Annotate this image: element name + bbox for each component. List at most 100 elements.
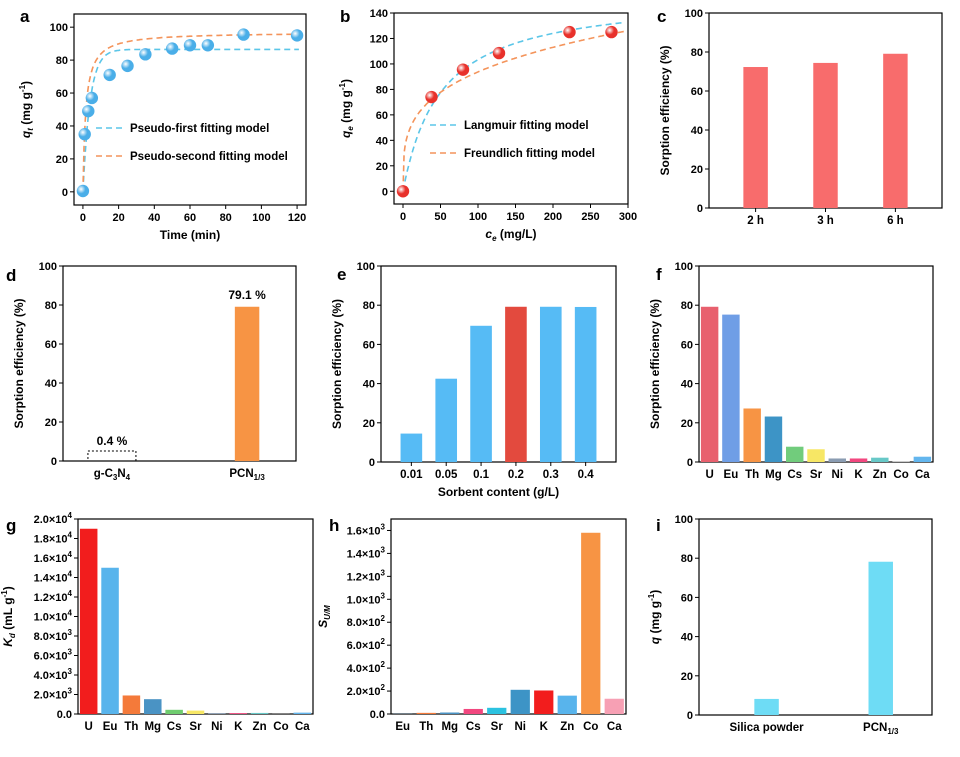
bar-7 (557, 695, 577, 714)
fit-curve-1 (402, 21, 626, 192)
x-category-label: 0.3 (543, 469, 559, 481)
y-tick-label: 60 (681, 592, 693, 604)
legend-label: Langmuir fitting model (464, 120, 589, 132)
y-tick-exponent: 4 (68, 511, 73, 520)
y-tick-label: 1.0×104 (34, 609, 73, 624)
panel-letter: a (20, 7, 30, 26)
category-text: PCN (863, 722, 887, 734)
y-tick-label: 40 (56, 121, 68, 133)
bar-2 (743, 408, 761, 462)
y-label-rest: (mg g (339, 90, 353, 126)
y-tick-mantissa: 1.6×10 (34, 553, 68, 565)
panel-letter: b (340, 7, 350, 26)
x-category-label: PCN1/3 (863, 722, 899, 736)
y-tick-exponent: 4 (68, 550, 73, 559)
bar-1 (101, 567, 119, 714)
bar-4 (487, 707, 507, 714)
x-category-label: Zn (253, 721, 267, 733)
y-tick-label: 40 (681, 379, 693, 391)
x-category-label: Ca (915, 469, 930, 481)
bar-4 (786, 446, 804, 462)
category-sub: 1/3 (887, 727, 899, 736)
x-label-rest: (mg/L) (497, 227, 537, 241)
category-text: Silica powder (729, 722, 804, 734)
x-tick-label: 200 (544, 211, 562, 223)
y-tick-label: 120 (370, 33, 388, 45)
category-text: PCN (229, 468, 253, 480)
x-axis-label: Time (min) (160, 228, 220, 242)
y-tick-label: 100 (39, 261, 57, 273)
y-tick-mantissa: 1.2×10 (34, 592, 68, 604)
x-tick-label: 40 (148, 212, 160, 224)
bar-8 (581, 532, 601, 714)
x-category-label: Sr (491, 721, 504, 733)
plot-frame (698, 518, 933, 716)
x-label-main: c (485, 227, 492, 241)
y-tick-exponent: 4 (68, 570, 73, 579)
y-tick-mantissa: 4.0×10 (34, 670, 68, 682)
y-tick-label: 20 (681, 418, 693, 430)
y-label-sup: -1 (18, 84, 27, 92)
y-tick-label: 6.0×102 (347, 637, 386, 652)
y-tick-label: 40 (376, 135, 388, 147)
panel-letter: i (656, 516, 661, 535)
x-category-label: 6 h (887, 215, 904, 227)
y-axis-label: q (mg g-1) (647, 590, 662, 644)
bar-1 (416, 712, 436, 714)
x-category-label: g-C3N4 (94, 468, 131, 482)
y-tick-mantissa: 1.0×10 (34, 612, 68, 624)
x-category-label: Ca (607, 721, 622, 733)
x-category-label: K (854, 469, 863, 481)
x-category-label: K (234, 721, 243, 733)
bar-10 (293, 712, 312, 714)
y-tick-label: 0 (697, 203, 703, 215)
y-tick-label: 100 (675, 514, 693, 526)
y-tick-label: 1.6×103 (347, 522, 386, 537)
y-tick-label: 1.8×104 (34, 531, 73, 546)
y-tick-label: 140 (370, 8, 388, 20)
x-category-label: Co (583, 721, 598, 733)
x-label-sub: e (492, 234, 497, 243)
y-tick-label: 0.0 (370, 709, 385, 721)
panel-i: i 0 20 40 60 80 100 q (mg g-1) Silica powder PCN1… (647, 514, 933, 736)
bar-4 (165, 709, 183, 714)
x-category-label: U (705, 469, 713, 481)
y-tick-mantissa: 0.0 (57, 709, 72, 721)
y-tick-exponent: 2 (381, 683, 386, 692)
bar-5 (186, 710, 205, 714)
legend-label: Pseudo-second fitting model (130, 151, 288, 163)
legend-label: Freundlich fitting model (464, 148, 595, 160)
y-label-end: ) (19, 81, 33, 85)
x-category-label: 3 h (817, 215, 834, 227)
x-tick-label: 50 (434, 211, 446, 223)
bar-9 (892, 461, 910, 462)
y-tick-exponent: 3 (68, 628, 73, 637)
x-category-label: Eu (724, 469, 739, 481)
y-label-sub: e (346, 126, 355, 131)
y-tick-mantissa: 2.0×10 (347, 686, 381, 698)
y-tick-label: 8.0×103 (34, 628, 73, 643)
bar-10 (913, 456, 932, 462)
y-tick-label: 1.4×103 (347, 545, 386, 560)
y-tick-mantissa: 1.6×10 (347, 525, 381, 537)
bar-outline-0 (87, 450, 137, 462)
data-point (563, 25, 576, 39)
y-tick-label: 80 (691, 47, 703, 59)
y-tick-label: 1.2×103 (347, 568, 386, 583)
panel-f: f 0 20 40 60 80 100 Sorption efficiency (%) U Eu T… (648, 261, 934, 481)
bar-6 (534, 690, 554, 714)
bar-3 (463, 708, 483, 714)
x-tick-label: 80 (220, 212, 232, 224)
y-tick-label: 80 (363, 300, 375, 312)
y-tick-label: 0 (687, 457, 693, 469)
category-text: N (117, 468, 125, 480)
bar-0 (700, 306, 719, 462)
y-tick-exponent: 2 (381, 637, 386, 646)
y-tick-label: 100 (370, 59, 388, 71)
x-category-label: Silica powder (729, 722, 804, 734)
y-label-rest: (mg g (648, 601, 662, 637)
x-tick-label: 60 (184, 212, 196, 224)
y-tick-label: 40 (691, 125, 703, 137)
x-category-label: Ca (295, 721, 310, 733)
